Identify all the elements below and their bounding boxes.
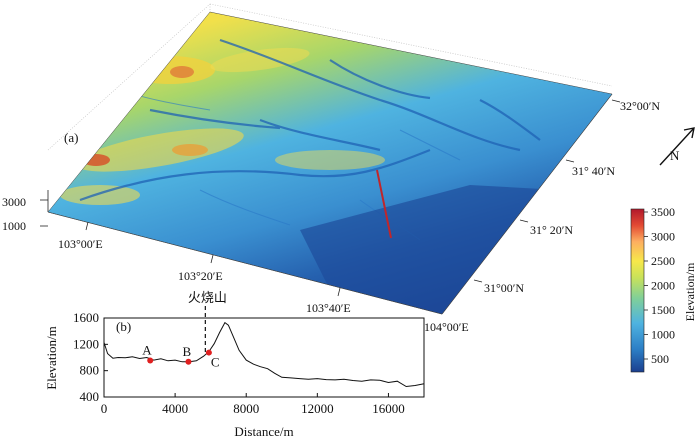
x-tick-label: 12000 [301,401,334,416]
y-tick-label: 1200 [73,336,99,351]
y-axis-label: Elevation/m [44,326,59,390]
profile-point [205,349,212,356]
plot-frame [103,317,425,398]
lon-tick-label: 103°40′E [306,301,351,315]
colorbar-tick-label: 2000 [651,279,675,293]
north-arrow-icon [659,127,695,166]
panel-a-label: (a) [64,130,78,145]
y-tick-label: 400 [80,389,100,404]
x-tick-label: 0 [101,401,108,416]
lat-tick-label: 31°00′N [484,281,524,295]
colorbar-ticks: 3500 3000 2500 2000 1500 1000 500 [644,205,675,366]
profile-point-label: C [211,355,220,370]
panel-b-label: (b) [116,319,131,334]
colorbar-tick-label: 500 [651,352,669,366]
profile-chart: 0 4000 8000 12000 16000 400 800 1200 1600 A B C 火烧… [44,290,425,439]
annotation-label: 火烧山 [188,290,227,305]
profile-point-label: A [142,342,152,357]
x-tick-label: 8000 [233,401,259,416]
x-tick-label: 4000 [162,401,188,416]
lon-tick-label: 104°00′E [424,320,469,334]
x-tick-label: 16000 [372,401,405,416]
fault-line [376,169,392,239]
lat-tick-label: 31° 20′N [530,223,573,237]
profile-point [185,358,192,365]
profile-series-line [103,321,425,388]
colorbar-tick-label: 3000 [651,230,675,244]
lat-tick-label: 31° 40′N [572,164,615,178]
colorbar [630,208,645,373]
terrain-panel: (a) 3000 1000 103°00′E 103°20′E 103°40′E… [2,3,697,373]
colorbar-label: Elevation/m [683,262,697,321]
lon-tick-label: 103°00′E [58,237,103,251]
colorbar-tick-label: 2500 [651,254,675,268]
x-axis-label: Distance/m [234,424,293,439]
y-tick-label: 800 [80,363,100,378]
terrain-relief [60,38,560,314]
profile-point [147,357,154,364]
z-tick-label: 3000 [2,195,26,209]
z-tick-label: 1000 [2,219,26,233]
lon-tick-label: 103°20′E [178,269,223,283]
lat-tick-label: 32°00′N [620,99,660,113]
profile-point-label: B [182,344,191,359]
colorbar-tick-label: 1500 [651,303,675,317]
colorbar-tick-label: 3500 [651,205,675,219]
colorbar-tick-label: 1000 [651,328,675,342]
y-tick-label: 1600 [73,310,99,325]
north-label: N [670,148,680,163]
